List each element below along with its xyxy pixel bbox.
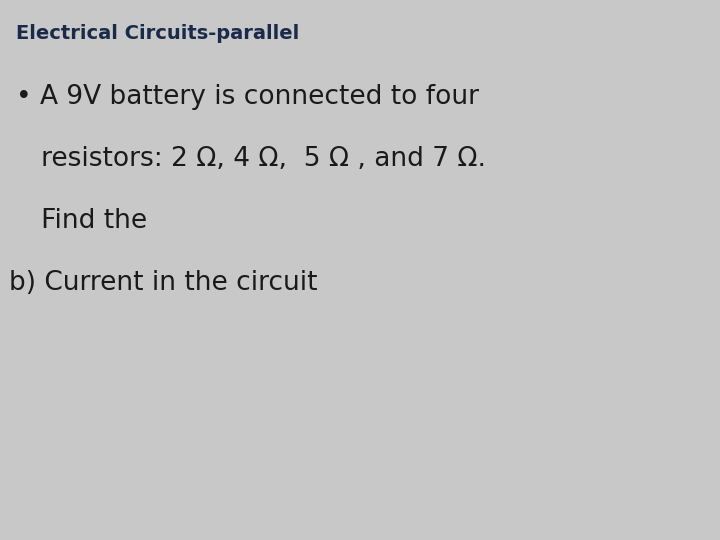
Text: Find the: Find the (16, 208, 147, 234)
Text: resistors: 2 Ω, 4 Ω,  5 Ω , and 7 Ω.: resistors: 2 Ω, 4 Ω, 5 Ω , and 7 Ω. (16, 146, 486, 172)
Text: Electrical Circuits-parallel: Electrical Circuits-parallel (16, 24, 299, 43)
Text: • A 9V battery is connected to four: • A 9V battery is connected to four (16, 84, 479, 110)
Text: b) Current in the circuit: b) Current in the circuit (9, 270, 317, 296)
